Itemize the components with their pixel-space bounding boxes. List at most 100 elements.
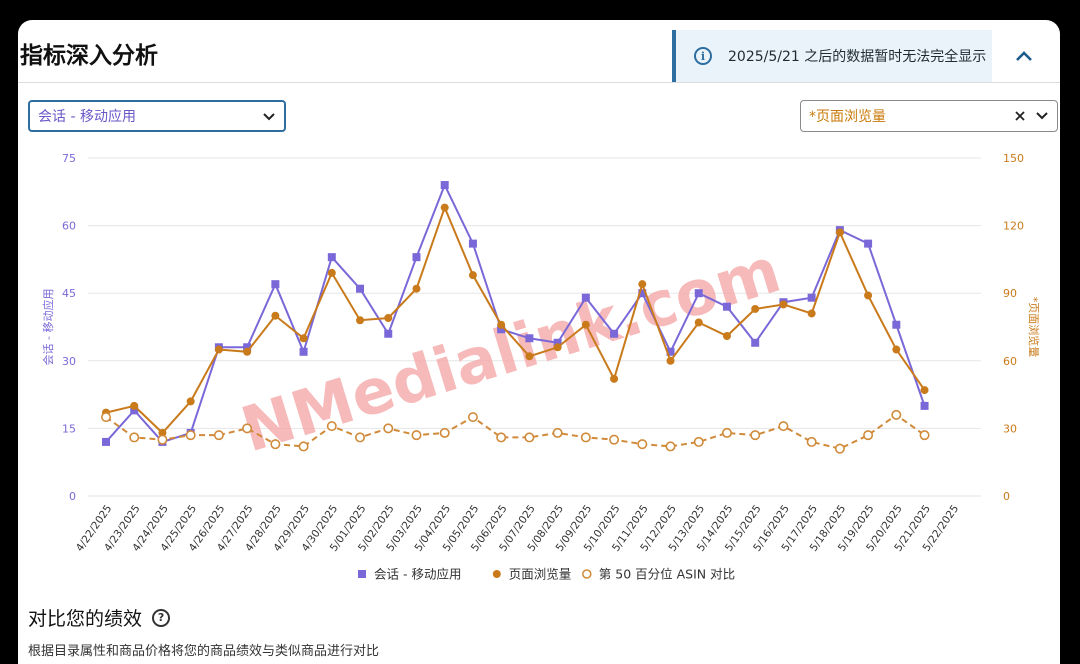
data-point — [158, 428, 167, 437]
data-point — [467, 412, 478, 423]
banner-text: 2025/5/21 之后的数据暂时无法完全显示 — [728, 49, 987, 65]
left-tick-label: 0 — [69, 490, 76, 503]
close-icon[interactable] — [1013, 106, 1027, 126]
data-point — [299, 347, 308, 356]
data-point — [694, 289, 703, 298]
left-axis-label: 会话 - 移动应用 — [41, 289, 55, 366]
data-point — [496, 432, 507, 443]
notice-banner: i 2025/5/21 之后的数据暂时无法完全显示 — [672, 30, 992, 82]
data-point — [637, 439, 648, 450]
data-point — [834, 443, 845, 454]
data-point — [751, 304, 760, 313]
data-point — [186, 397, 195, 406]
data-point — [778, 421, 789, 432]
data-point — [270, 439, 281, 450]
data-point — [243, 347, 252, 356]
data-point — [693, 436, 704, 447]
watermark-text: NMedialink.com — [233, 233, 788, 466]
data-point — [920, 401, 929, 410]
data-point — [412, 284, 421, 293]
data-point — [864, 291, 873, 300]
left-tick-label: 75 — [62, 152, 76, 165]
data-point — [807, 293, 816, 302]
series-line — [105, 182, 926, 444]
collapse-button[interactable] — [1012, 44, 1036, 68]
section-description: 根据目录属性和商品价格将您的商品绩效与类似商品进行对比 — [28, 644, 380, 659]
data-point — [327, 268, 336, 277]
data-point — [356, 316, 365, 325]
data-point — [779, 300, 788, 309]
chevron-down-icon — [263, 113, 275, 121]
data-point — [129, 432, 140, 443]
data-point — [610, 329, 619, 338]
data-point — [384, 313, 393, 322]
data-point — [497, 320, 506, 329]
data-point — [553, 343, 562, 352]
data-point — [525, 334, 534, 343]
left-tick-label: 30 — [62, 355, 76, 368]
data-point — [665, 441, 676, 452]
legend-label: 第 50 百分位 ASIN 对比 — [599, 567, 735, 582]
data-point — [440, 181, 449, 190]
data-point — [271, 280, 280, 289]
series-line — [105, 413, 926, 450]
data-point — [298, 441, 309, 452]
data-point — [468, 271, 477, 280]
data-point — [439, 427, 450, 438]
data-point — [102, 437, 110, 446]
data-point — [185, 430, 196, 441]
data-point — [214, 345, 223, 354]
right-tick-label: 30 — [1003, 422, 1017, 435]
data-point — [666, 356, 675, 365]
data-point — [835, 228, 844, 237]
data-point — [412, 253, 421, 262]
right-tick-label: 60 — [1003, 355, 1017, 368]
series-line — [105, 204, 926, 435]
data-point — [892, 320, 901, 329]
right-metric-select[interactable]: *页面浏览量 — [800, 100, 1058, 132]
legend-marker — [492, 570, 501, 578]
chevron-down-icon — [1036, 112, 1048, 120]
data-point — [327, 253, 336, 262]
metrics-card: 指标深入分析 i 2025/5/21 之后的数据暂时无法完全显示 会话 - 移动… — [18, 20, 1060, 664]
left-metric-select[interactable]: 会话 - 移动应用 — [28, 100, 286, 132]
data-point — [892, 345, 901, 354]
data-point — [666, 347, 675, 356]
data-point — [806, 436, 817, 447]
data-point — [638, 280, 647, 289]
data-point — [891, 409, 902, 420]
info-circle-icon: i — [694, 47, 712, 65]
data-point — [299, 334, 308, 343]
data-point — [157, 434, 168, 445]
data-point — [581, 293, 590, 302]
right-tick-label: 120 — [1003, 220, 1024, 233]
right-select-value: *页面浏览量 — [809, 109, 886, 125]
section-title-text: 对比您的绩效 — [28, 608, 143, 630]
legend-marker — [582, 569, 592, 579]
header-divider — [18, 82, 1060, 83]
question-circle-icon[interactable]: ? — [152, 608, 171, 627]
data-point — [383, 423, 394, 434]
data-point — [694, 318, 703, 327]
data-point — [242, 423, 253, 434]
legend-label: 会话 - 移动应用 — [374, 567, 461, 582]
data-point — [101, 412, 112, 423]
data-point — [722, 332, 731, 341]
data-point — [581, 320, 590, 329]
data-point — [750, 430, 761, 441]
data-point — [356, 284, 365, 293]
data-point — [524, 432, 535, 443]
data-point — [130, 406, 139, 415]
data-point — [440, 203, 449, 212]
data-point — [525, 352, 534, 361]
legend-label: 页面浏览量 — [509, 567, 572, 582]
right-tick-label: 0 — [1003, 490, 1010, 503]
data-point — [722, 302, 731, 311]
data-point — [553, 338, 562, 347]
data-point — [864, 239, 873, 248]
data-point — [552, 427, 563, 438]
data-point — [920, 386, 929, 395]
data-point — [468, 239, 477, 248]
section-title: 对比您的绩效 ? — [28, 604, 171, 631]
